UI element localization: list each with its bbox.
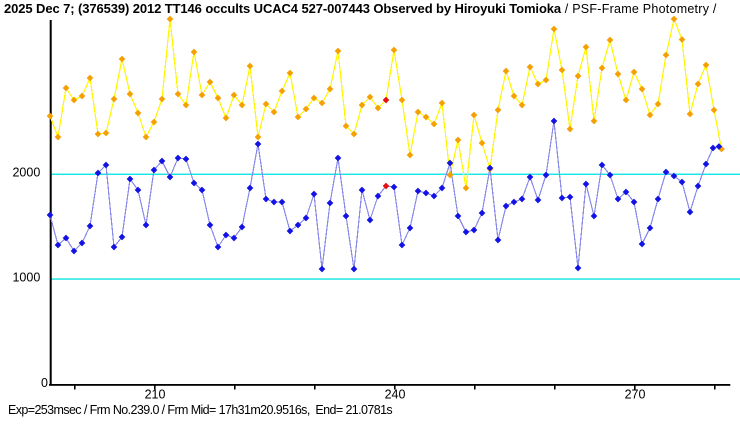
- svg-text:2000: 2000: [12, 166, 40, 180]
- svg-text:210: 210: [145, 388, 166, 402]
- svg-text:0: 0: [41, 376, 48, 390]
- svg-text:270: 270: [625, 388, 646, 402]
- svg-text:2025 Dec 7; (376539) 2012 TT14: 2025 Dec 7; (376539) 2012 TT146 occults …: [4, 1, 717, 16]
- svg-text:240: 240: [385, 388, 406, 402]
- svg-text:1000: 1000: [12, 270, 40, 284]
- svg-text:Exp=253msec / Frm No.239.0 / F: Exp=253msec / Frm No.239.0 / Frm Mid= 17…: [8, 403, 392, 417]
